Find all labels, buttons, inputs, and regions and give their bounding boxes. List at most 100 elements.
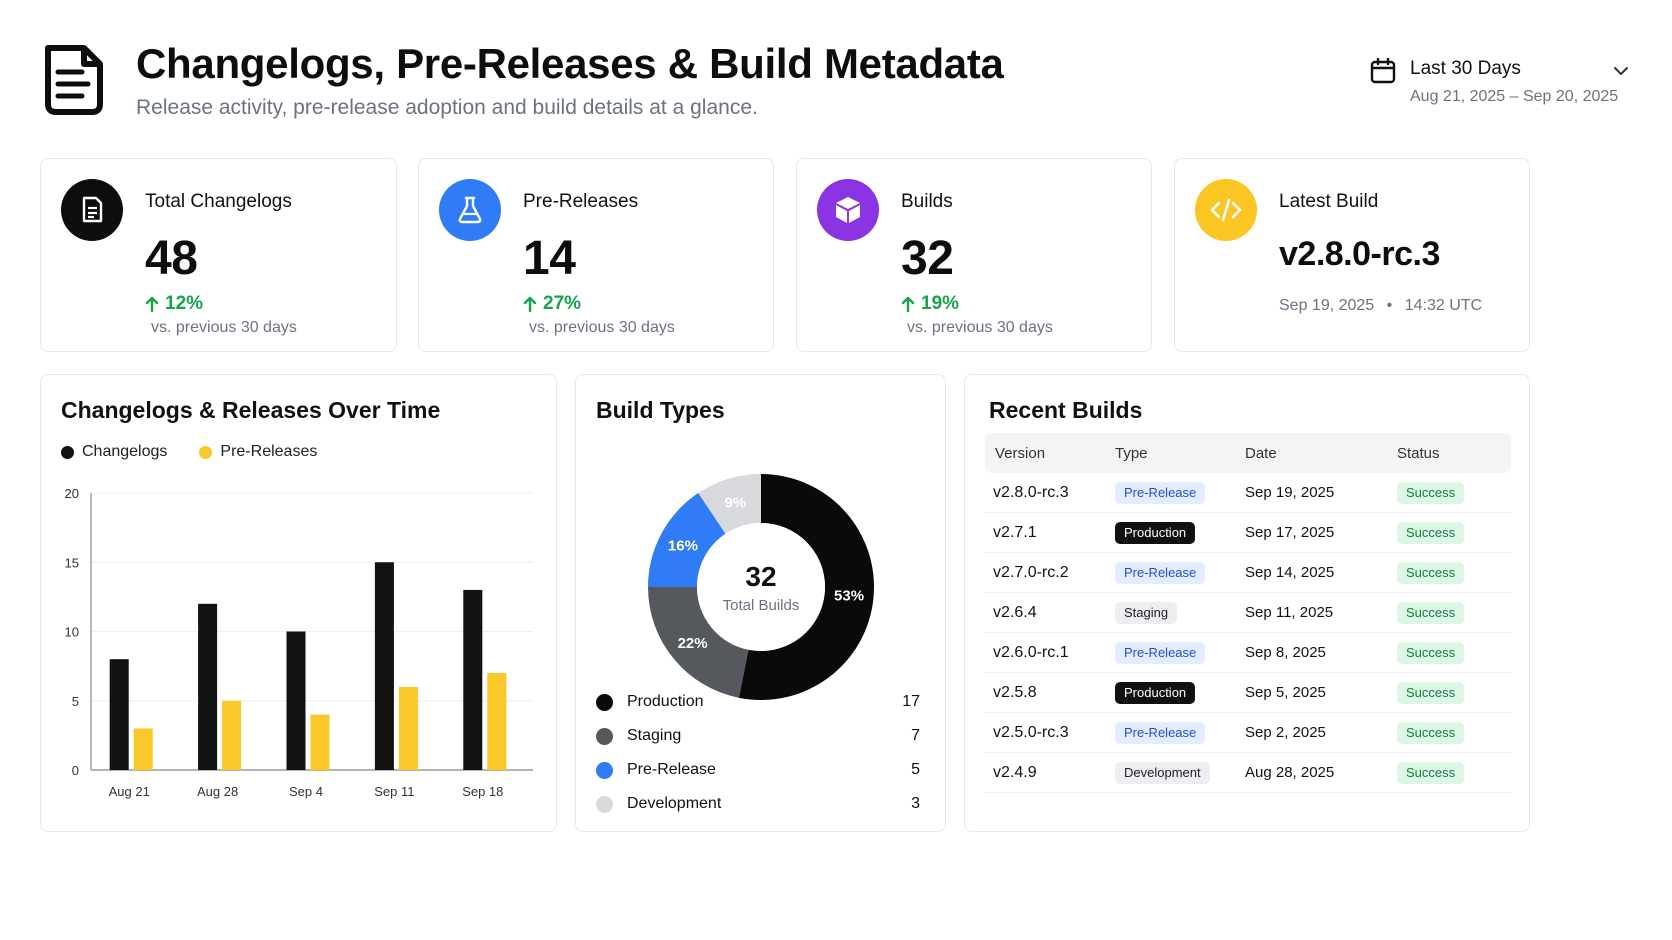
legend-label: Pre-Release bbox=[627, 761, 716, 778]
table-row[interactable]: v2.4.9 Development Aug 28, 2025 Success bbox=[985, 753, 1511, 793]
table-row[interactable]: v2.8.0-rc.3 Pre-Release Sep 19, 2025 Succes… bbox=[985, 473, 1511, 513]
build-version: v2.7.0-rc.2 bbox=[993, 563, 1069, 581]
table-row[interactable]: v2.5.8 Production Sep 5, 2025 Success bbox=[985, 673, 1511, 713]
column-header-date[interactable]: Date bbox=[1245, 444, 1277, 462]
table-row[interactable]: v2.6.4 Staging Sep 11, 2025 Success bbox=[985, 593, 1511, 633]
column-header-type[interactable]: Type bbox=[1115, 444, 1148, 462]
build-type-badge: Pre-Release bbox=[1115, 561, 1206, 584]
build-date: Sep 19, 2025 bbox=[1245, 484, 1335, 501]
build-date: Sep 2, 2025 bbox=[1245, 724, 1326, 741]
kpi-card-builds: Builds 32 19% vs. previous 30 days bbox=[796, 158, 1152, 352]
kpi-label: Builds bbox=[901, 191, 953, 212]
build-version: v2.5.0-rc.3 bbox=[993, 723, 1069, 741]
arrow-up-icon bbox=[901, 296, 915, 312]
arrow-up-icon bbox=[523, 296, 537, 312]
bar-changelogs bbox=[286, 631, 306, 770]
legend-item-pre-release[interactable]: Pre-Release 5 bbox=[596, 753, 920, 787]
status-badge: Success bbox=[1397, 481, 1465, 504]
donut-slice-production[interactable] bbox=[738, 474, 874, 700]
chart-legend: Changelogs Pre-Releases bbox=[61, 443, 317, 461]
donut-center-value: 32 bbox=[745, 561, 776, 592]
legend-label: Production bbox=[627, 693, 704, 710]
build-type-badge: Pre-Release bbox=[1115, 481, 1206, 504]
bar-pre-releases bbox=[487, 673, 507, 770]
kpi-delta-value: 19% bbox=[921, 293, 960, 314]
arrow-up-icon bbox=[145, 296, 159, 312]
build-date: Sep 5, 2025 bbox=[1245, 684, 1326, 701]
table-row[interactable]: v2.5.0-rc.3 Pre-Release Sep 2, 2025 Success bbox=[985, 713, 1511, 753]
legend-item-pre-releases[interactable]: Pre-Releases bbox=[199, 443, 317, 461]
panel-title: Recent Builds bbox=[989, 397, 1143, 423]
bar-changelogs bbox=[374, 562, 394, 770]
kpi-separator: • bbox=[1386, 297, 1393, 314]
recent-builds-table: Version Type Date Status v2.8.0-rc.3 Pre-… bbox=[985, 433, 1511, 793]
status-badge: Success bbox=[1397, 721, 1465, 744]
kpi-card-total-changelogs: Total Changelogs 48 12% vs. previous 30 … bbox=[40, 158, 397, 352]
build-type-badge: Production bbox=[1115, 681, 1196, 704]
build-date: Sep 11, 2025 bbox=[1245, 604, 1334, 621]
chevron-down-icon[interactable] bbox=[1612, 62, 1630, 80]
kpi-timestamp: Sep 19, 2025 • 14:32 UTC bbox=[1279, 297, 1482, 315]
status-badge: Success bbox=[1397, 521, 1465, 544]
donut-slice-pre-release[interactable] bbox=[648, 493, 726, 587]
date-range-selector[interactable]: Last 30 Days Aug 21, 2025 – Sep 20, 2025 bbox=[1370, 48, 1630, 108]
column-header-version[interactable]: Version bbox=[995, 444, 1046, 462]
kpi-note: vs. previous 30 days bbox=[907, 319, 1053, 336]
kpi-value: v2.8.0-rc.3 bbox=[1279, 235, 1440, 273]
donut-center-label: Total Builds bbox=[723, 597, 800, 614]
kpi-delta: 27% bbox=[523, 293, 581, 315]
donut-slice-development[interactable] bbox=[698, 474, 761, 534]
x-tick-label: Sep 18 bbox=[462, 784, 503, 799]
kpi-card-pre-releases: Pre-Releases 14 27% vs. previous 30 days bbox=[418, 158, 774, 352]
kpi-date: Sep 19, 2025 bbox=[1279, 297, 1375, 314]
x-tick-label: Aug 28 bbox=[197, 784, 238, 799]
calendar-icon bbox=[1370, 58, 1396, 84]
status-badge: Success bbox=[1397, 641, 1465, 664]
kpi-delta-value: 12% bbox=[165, 293, 204, 314]
kpi-note: vs. previous 30 days bbox=[151, 319, 297, 336]
build-date: Aug 28, 2025 bbox=[1245, 764, 1335, 781]
donut-slice-staging[interactable] bbox=[648, 587, 749, 698]
build-type-badge: Staging bbox=[1115, 601, 1178, 624]
table-row[interactable]: v2.7.1 Production Sep 17, 2025 Success bbox=[985, 513, 1511, 553]
build-date: Sep 17, 2025 bbox=[1245, 524, 1335, 541]
legend-swatch bbox=[61, 445, 74, 459]
legend-item-production[interactable]: Production 17 bbox=[596, 685, 920, 719]
flask-icon bbox=[458, 196, 482, 224]
kpi-delta: 19% bbox=[901, 293, 959, 315]
document-icon bbox=[82, 196, 103, 223]
legend-item-development[interactable]: Development 3 bbox=[596, 787, 920, 821]
x-tick-label: Sep 11 bbox=[374, 784, 414, 799]
kpi-value: 32 bbox=[901, 232, 954, 285]
status-badge: Success bbox=[1397, 561, 1465, 584]
date-range-dates: Aug 21, 2025 – Sep 20, 2025 bbox=[1410, 88, 1619, 105]
legend-count: 5 bbox=[911, 761, 920, 778]
kpi-badge bbox=[439, 179, 501, 241]
document-icon bbox=[45, 45, 103, 115]
kpi-time: 14:32 UTC bbox=[1404, 297, 1483, 314]
legend-item-staging[interactable]: Staging 7 bbox=[596, 719, 920, 753]
status-badge: Success bbox=[1397, 601, 1465, 624]
legend-label: Staging bbox=[627, 727, 682, 744]
kpi-delta: 12% bbox=[145, 293, 203, 315]
kpi-value: 14 bbox=[523, 232, 576, 285]
x-tick-label: Sep 4 bbox=[289, 784, 323, 799]
legend-swatch bbox=[596, 727, 613, 745]
build-date: Sep 8, 2025 bbox=[1245, 644, 1326, 661]
panel-title: Changelogs & Releases Over Time bbox=[61, 397, 441, 423]
bar-changelogs bbox=[463, 589, 483, 770]
legend-item-changelogs[interactable]: Changelogs bbox=[61, 443, 167, 461]
y-tick-label: 5 bbox=[72, 694, 79, 709]
bar-pre-releases bbox=[310, 714, 330, 770]
bar-changelogs bbox=[109, 659, 129, 770]
table-row[interactable]: v2.6.0-rc.1 Pre-Release Sep 8, 2025 Success bbox=[985, 633, 1511, 673]
legend-swatch bbox=[596, 761, 613, 779]
table-row[interactable]: v2.7.0-rc.2 Pre-Release Sep 14, 2025 Succes… bbox=[985, 553, 1511, 593]
box-icon bbox=[836, 197, 860, 223]
legend-count: 7 bbox=[911, 727, 920, 744]
table-body: v2.8.0-rc.3 Pre-Release Sep 19, 2025 Succes… bbox=[985, 473, 1511, 793]
column-header-status[interactable]: Status bbox=[1397, 444, 1440, 462]
build-types-panel: Build Types 32 Total Builds 53% 22% 16% 9% … bbox=[575, 374, 946, 832]
page-title: Changelogs, Pre-Releases & Build Metadat… bbox=[136, 40, 1004, 87]
table-header: Version Type Date Status bbox=[985, 433, 1511, 473]
